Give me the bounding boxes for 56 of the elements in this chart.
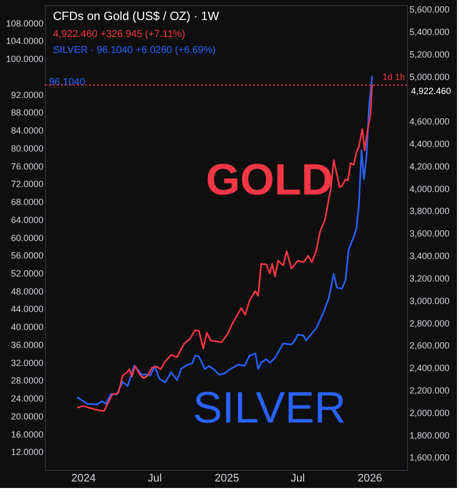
y-tick-label: 64.0000 xyxy=(10,214,44,225)
y2-tick-label: 1,600.000 xyxy=(410,452,450,463)
y-tick-label: 56.0000 xyxy=(10,250,44,261)
x-tick-label: 2025 xyxy=(214,472,240,484)
y-tick-label: 100.0000 xyxy=(6,54,44,64)
x-tick-label: 2026 xyxy=(358,472,382,484)
y2-tick-label: 3,800.000 xyxy=(410,206,450,216)
chart-title: CFDs on Gold (US$ / OZ) · 1W xyxy=(53,9,220,23)
y2-tick-label: 3,400.000 xyxy=(410,251,450,262)
y-tick-label: 60.0000 xyxy=(10,232,44,243)
y-tick-label: 68.0000 xyxy=(10,197,44,208)
y-tick-label: 40.0000 xyxy=(10,322,44,332)
y2-tick-label: 4,400.000 xyxy=(410,138,450,149)
y-tick-label: 32.0000 xyxy=(10,358,44,368)
annotation: SILVER · 96.1040 +6.0260 (+6.69%) xyxy=(53,45,216,56)
y2-tick-label: 3,000.000 xyxy=(410,296,450,306)
y-tick-label: 92.0000 xyxy=(10,90,44,100)
y-tick-label: 76.0000 xyxy=(10,161,44,172)
annotation: 1d 1h xyxy=(382,72,405,82)
series-label: SILVER xyxy=(192,384,346,433)
y2-tick-label: 4,200.000 xyxy=(410,161,450,172)
x-tick-label: Jul xyxy=(290,472,305,484)
y2-tick-label: 2,600.000 xyxy=(410,340,450,351)
y-tick-label: 88.0000 xyxy=(10,108,44,118)
y-tick-label: 20.0000 xyxy=(10,411,44,422)
ref-line-label: 4,922.460 xyxy=(411,86,452,96)
y2-tick-label: 3,200.000 xyxy=(410,273,450,284)
y-tick-label: 72.0000 xyxy=(10,179,44,190)
y2-tick-label: 5,000.000 xyxy=(410,72,450,82)
y2-tick-label: 2,000.000 xyxy=(410,408,450,418)
y-tick-label: 80.0000 xyxy=(10,143,44,154)
annotation: 4,922.460 +326.945 (+7.11%) xyxy=(53,29,186,40)
y2-tick-label: 2,200.000 xyxy=(410,386,450,396)
y-tick-label: 16.0000 xyxy=(10,429,44,440)
y-tick-label: 84.0000 xyxy=(10,126,44,136)
y-tick-label: 52.0000 xyxy=(10,268,44,279)
y-tick-label: 44.0000 xyxy=(10,304,44,314)
y2-tick-label: 2,400.000 xyxy=(410,363,450,374)
y-tick-label: 104.0000 xyxy=(6,36,44,46)
y2-tick-label: 5,600.000 xyxy=(410,4,450,15)
y-tick-label: 28.0000 xyxy=(10,376,44,386)
x-tick-label: 2024 xyxy=(71,472,96,484)
y2-tick-label: 3,600.000 xyxy=(410,228,450,239)
y2-tick-label: 5,200.000 xyxy=(410,49,450,60)
y2-tick-label: 4,600.000 xyxy=(410,116,450,127)
y2-tick-label: 2,800.000 xyxy=(410,318,450,328)
x-tick-label: Jul xyxy=(148,472,162,484)
y-tick-label: 36.0000 xyxy=(10,340,44,350)
y-tick-label: 24.0000 xyxy=(10,394,44,404)
y-tick-label: 48.0000 xyxy=(10,286,44,296)
y-tick-label: 12.0000 xyxy=(10,447,44,458)
y-tick-label: 108.0000 xyxy=(6,18,44,28)
y2-tick-label: 5,400.000 xyxy=(410,26,450,37)
y2-tick-label: 1,800.000 xyxy=(410,430,450,440)
y2-tick-label: 4,000.000 xyxy=(410,184,450,194)
series-label: GOLD xyxy=(206,156,333,205)
